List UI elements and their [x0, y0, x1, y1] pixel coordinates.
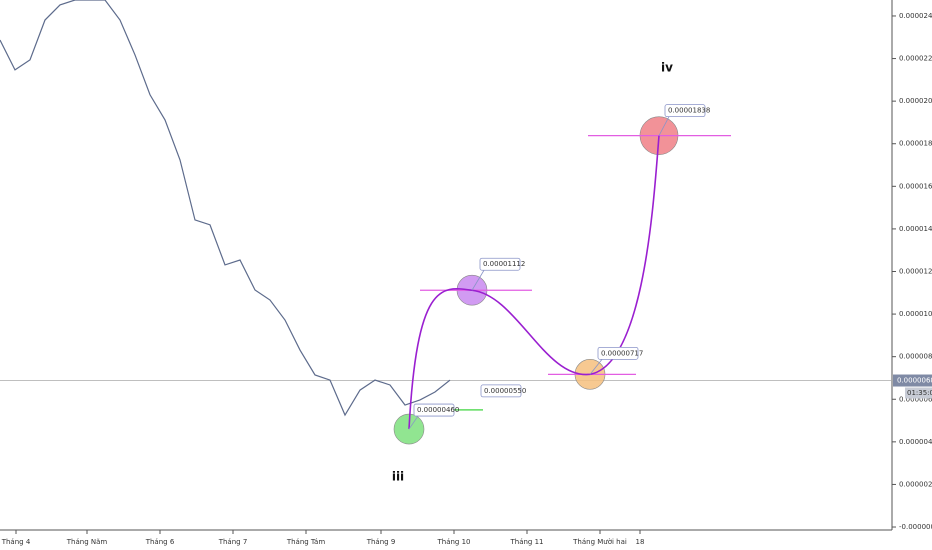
y-tick-label: 0.00002200	[899, 55, 932, 63]
wave-label: iv	[661, 61, 673, 75]
y-tick-label: 0.00001800	[899, 140, 932, 148]
callout-box	[479, 257, 521, 271]
callout-line	[408, 415, 419, 430]
countdown-box	[905, 387, 932, 399]
y-tick-label: -0.00000000	[899, 523, 932, 531]
y-tick-label: 0.00001600	[899, 182, 932, 190]
countdown-label: 01:35:06	[907, 389, 932, 397]
x-tick-label: Tháng 11	[509, 538, 543, 546]
callout-label: 0.00001838	[668, 107, 710, 115]
y-tick-label: 0.00001400	[899, 225, 932, 233]
plot-area: 0.00000460 0.00001112 0.00000717 0.00001838	[0, 0, 892, 445]
y-tick-label: 0.00001200	[899, 267, 932, 275]
callout-line	[589, 359, 603, 375]
current-price-label: 0.00000688	[897, 377, 932, 385]
y-tick-label: 0.00000200	[899, 480, 932, 488]
target-box	[480, 384, 522, 398]
x-tick-label: Tháng Tám	[286, 538, 326, 546]
callout-line	[471, 270, 485, 291]
callout-box	[597, 346, 639, 360]
y-tick-label: 0.00000400	[899, 438, 932, 446]
x-tick-label: Tháng Năm	[66, 538, 108, 546]
target-label: 0.00000550	[484, 387, 526, 395]
projection-path	[408, 135, 660, 430]
y-tick-label: 0.00002000	[899, 97, 932, 105]
callout-box	[413, 403, 455, 417]
callout-line	[658, 116, 670, 136]
x-tick-label: Tháng 4	[1, 538, 31, 546]
x-tick-label: Tháng Mười hai	[572, 538, 627, 546]
price-line	[0, 0, 451, 417]
y-tick-label: 0.00000600	[899, 395, 932, 403]
x-tick-label: Tháng 7	[218, 538, 248, 546]
callout-label: 0.00001112	[483, 260, 525, 268]
callout-label: 0.00000717	[601, 349, 643, 357]
callout-label: 0.00000460	[417, 406, 459, 414]
callout-box	[664, 104, 706, 118]
x-tick-label: Tháng 10	[436, 538, 470, 546]
x-tick-label: Tháng 9	[366, 538, 396, 546]
x-tick-label: 18	[636, 538, 645, 546]
y-tick-label: 0.00001000	[899, 310, 932, 318]
wave-label: iii	[392, 470, 404, 484]
y-tick-label: 0.00002400	[899, 12, 932, 20]
x-tick-label: Tháng 6	[145, 538, 175, 546]
current-price-box	[893, 374, 932, 387]
y-tick-label: 0.00000800	[899, 353, 932, 361]
